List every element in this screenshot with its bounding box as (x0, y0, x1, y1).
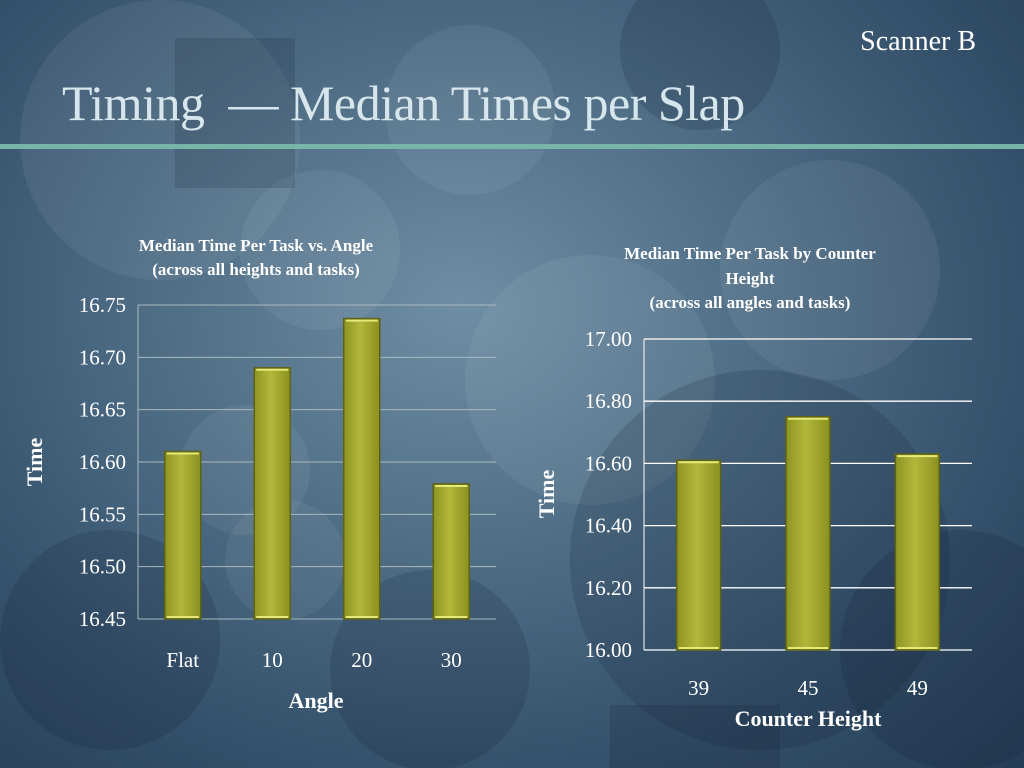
bar-20 (343, 317, 381, 620)
y-tick-label: 16.60 (79, 450, 126, 474)
chart1-title-line-2: (across all heights and tasks) (152, 260, 360, 279)
y-tick-label: 16.40 (585, 514, 632, 538)
chart-counter-height: Median Time Per Task by Counter Height (… (534, 244, 972, 731)
chart2-title-line-2: Height (725, 269, 774, 288)
bar-Flat (164, 450, 202, 620)
bar-49 (894, 453, 941, 651)
y-tick-label: 16.45 (79, 607, 126, 631)
chart1-x-axis-label: Angle (289, 688, 344, 713)
chart1-title-line-1: Median Time Per Task vs. Angle (139, 236, 374, 255)
chart2-title-line-3: (across all angles and tasks) (650, 293, 851, 312)
x-tick-label: 10 (262, 648, 283, 672)
x-tick-label: Flat (166, 648, 199, 672)
x-tick-label: 39 (688, 676, 709, 700)
y-tick-label: 16.50 (79, 555, 126, 579)
chart-angle: Median Time Per Task vs. Angle (across a… (22, 236, 496, 713)
x-tick-label: 45 (798, 676, 819, 700)
y-tick-label: 16.80 (585, 389, 632, 413)
y-tick-label: 16.20 (585, 576, 632, 600)
bar-30 (432, 483, 470, 620)
bar-45 (785, 416, 831, 651)
chart1-y-axis-label: Time (22, 438, 47, 487)
chart2-x-axis-label: Counter Height (735, 706, 883, 731)
title-rule (0, 144, 1024, 149)
chart2-title-line-1: Median Time Per Task by Counter (624, 244, 876, 263)
y-tick-label: 17.00 (585, 327, 632, 351)
corner-label: Scanner B (860, 26, 976, 57)
y-tick-label: 16.65 (79, 398, 126, 422)
y-tick-label: 16.75 (79, 293, 126, 317)
x-tick-label: 30 (441, 648, 462, 672)
y-tick-label: 16.55 (79, 502, 126, 526)
x-tick-label: 20 (351, 648, 372, 672)
slide-title: Timing — Median Times per Slap (62, 75, 745, 131)
y-tick-label: 16.00 (585, 638, 632, 662)
y-tick-label: 16.70 (79, 345, 126, 369)
chart2-y-axis-label: Time (534, 470, 559, 519)
y-tick-label: 16.60 (585, 451, 632, 475)
bar-39 (675, 459, 722, 651)
bar-10 (253, 367, 291, 620)
x-tick-label: 49 (907, 676, 928, 700)
